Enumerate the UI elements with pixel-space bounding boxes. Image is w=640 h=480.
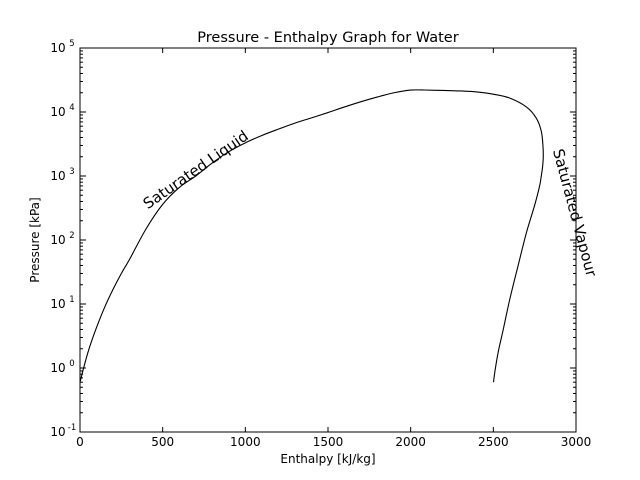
x-tick-label: 3000 xyxy=(561,435,592,449)
y-tick-label: 10 xyxy=(50,169,65,183)
x-tick-label: 1500 xyxy=(313,435,344,449)
y-tick-label: 10 xyxy=(50,297,65,311)
chart-title: Pressure - Enthalpy Graph for Water xyxy=(197,30,458,46)
y-tick-exponent: -1 xyxy=(68,423,76,433)
y-tick-exponent: 5 xyxy=(69,39,74,49)
x-axis-label: Enthalpy [kJ/kg] xyxy=(280,452,375,466)
series-line-1 xyxy=(79,89,425,383)
series-line-2 xyxy=(424,89,544,383)
y-tick-label: 10 xyxy=(50,425,65,439)
y-axis-label: Pressure [kPa] xyxy=(28,197,42,282)
y-tick-label: 10 xyxy=(50,233,65,247)
y-tick-label: 10 xyxy=(50,361,65,375)
y-tick-label: 10 xyxy=(50,105,65,119)
plot-frame xyxy=(79,47,577,433)
y-tick-exponent: 1 xyxy=(69,295,74,305)
y-tick-exponent: 2 xyxy=(69,231,74,241)
y-tick-exponent: 4 xyxy=(69,103,74,113)
y-tick-exponent: 0 xyxy=(69,359,74,369)
x-tick-label: 2000 xyxy=(395,435,426,449)
x-tick-label: 1000 xyxy=(230,435,261,449)
y-tick-exponent: 3 xyxy=(69,167,74,177)
x-tick-label: 2500 xyxy=(478,435,509,449)
plot-curves xyxy=(79,89,544,383)
x-tick-label: 500 xyxy=(151,435,174,449)
x-tick-label: 0 xyxy=(76,435,84,449)
y-tick-label: 10 xyxy=(50,41,65,55)
